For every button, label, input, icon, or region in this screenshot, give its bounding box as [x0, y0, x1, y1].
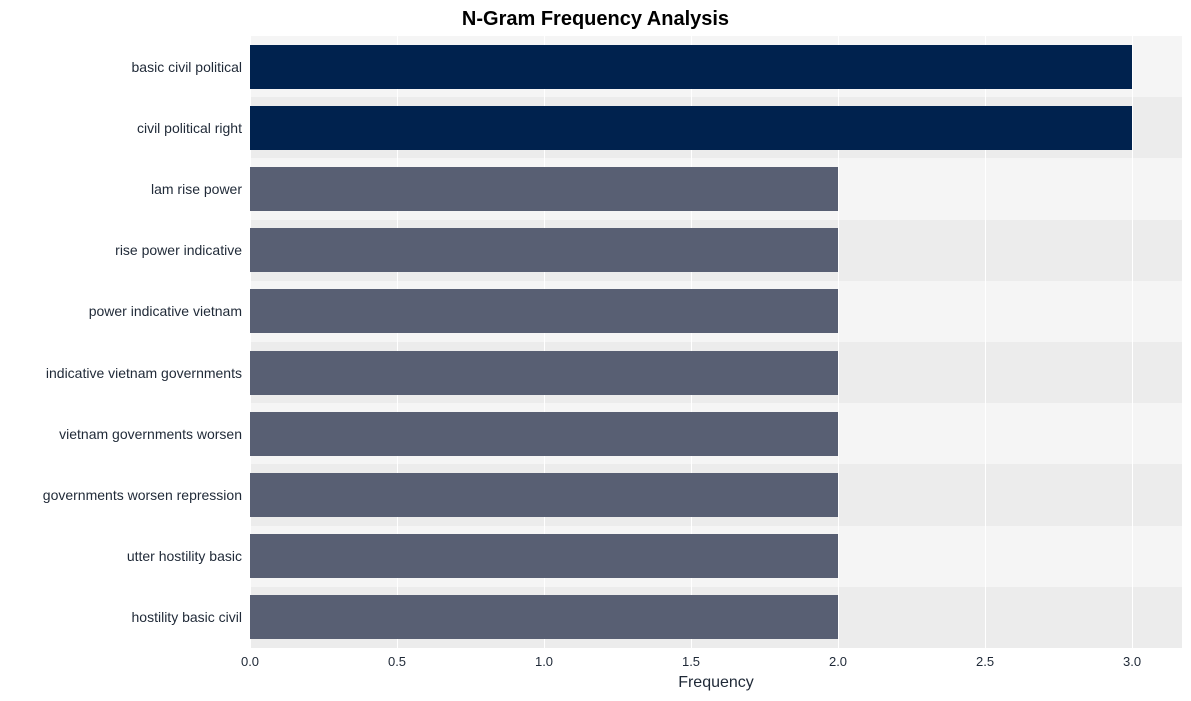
bar-slot [250, 403, 1182, 464]
x-tick-label: 2.5 [976, 654, 994, 669]
bar-slot [250, 220, 1182, 281]
bar [250, 595, 838, 639]
bar [250, 106, 1132, 150]
bar-slot [250, 97, 1182, 158]
bar [250, 351, 838, 395]
x-axis: Frequency 0.00.51.01.52.02.53.0 [250, 648, 1182, 701]
y-tick-label: rise power indicative [0, 220, 246, 281]
x-tick-label: 1.5 [682, 654, 700, 669]
x-axis-title: Frequency [250, 674, 1182, 692]
bar [250, 228, 838, 272]
bar-slot [250, 158, 1182, 219]
x-tick-label: 0.0 [241, 654, 259, 669]
y-tick-label: basic civil political [0, 36, 246, 97]
bar [250, 45, 1132, 89]
bar-slot [250, 464, 1182, 525]
chart-title: N-Gram Frequency Analysis [0, 8, 1191, 31]
bar-slot [250, 36, 1182, 97]
y-axis-labels: basic civil politicalcivil political rig… [0, 36, 246, 648]
ngram-frequency-chart: N-Gram Frequency Analysis basic civil po… [0, 0, 1191, 701]
y-tick-label: hostility basic civil [0, 587, 246, 648]
bar [250, 534, 838, 578]
x-tick-label: 1.0 [535, 654, 553, 669]
y-tick-label: indicative vietnam governments [0, 342, 246, 403]
x-tick-label: 3.0 [1123, 654, 1141, 669]
y-tick-label: utter hostility basic [0, 526, 246, 587]
y-tick-label: lam rise power [0, 158, 246, 219]
plot-area [250, 36, 1182, 648]
y-tick-label: power indicative vietnam [0, 281, 246, 342]
bar [250, 289, 838, 333]
bar [250, 473, 838, 517]
y-tick-label: governments worsen repression [0, 464, 246, 525]
y-tick-label: vietnam governments worsen [0, 403, 246, 464]
bar-slot [250, 587, 1182, 648]
x-tick-label: 2.0 [829, 654, 847, 669]
bar [250, 167, 838, 211]
y-tick-label: civil political right [0, 97, 246, 158]
bar-slot [250, 281, 1182, 342]
bar [250, 412, 838, 456]
bars-layer [250, 36, 1182, 648]
bar-slot [250, 526, 1182, 587]
bar-slot [250, 342, 1182, 403]
x-tick-label: 0.5 [388, 654, 406, 669]
